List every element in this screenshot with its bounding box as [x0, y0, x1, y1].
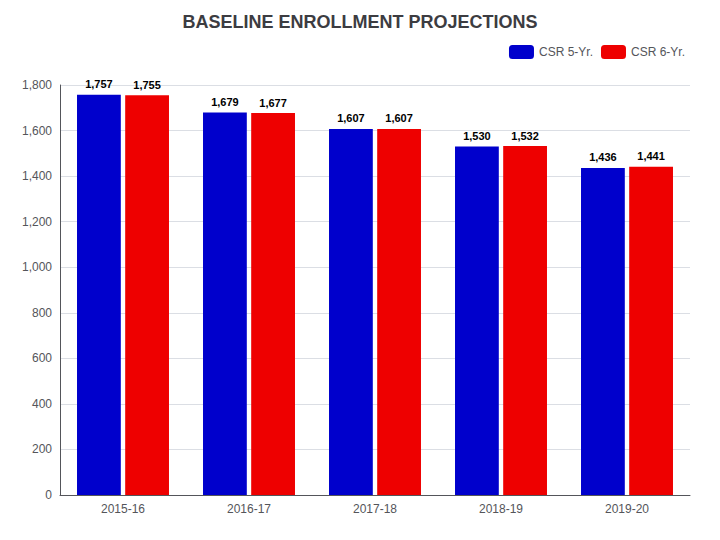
svg-text:2019-20: 2019-20: [605, 502, 649, 516]
svg-text:1,600: 1,600: [22, 124, 52, 138]
svg-text:1,530: 1,530: [463, 130, 491, 142]
svg-text:CSR 5-Yr.: CSR 5-Yr.: [539, 45, 593, 59]
svg-text:2018-19: 2018-19: [479, 502, 523, 516]
svg-text:2015-16: 2015-16: [101, 502, 145, 516]
svg-text:1,757: 1,757: [85, 78, 113, 90]
svg-text:2016-17: 2016-17: [227, 502, 271, 516]
svg-text:1,607: 1,607: [337, 112, 365, 124]
svg-text:1,755: 1,755: [133, 79, 161, 91]
svg-text:1,000: 1,000: [22, 260, 52, 274]
svg-text:1,677: 1,677: [259, 97, 287, 109]
svg-text:BASELINE ENROLLMENT PROJECTION: BASELINE ENROLLMENT PROJECTIONS: [182, 12, 537, 32]
svg-text:CSR 6-Yr.: CSR 6-Yr.: [631, 45, 685, 59]
svg-text:2017-18: 2017-18: [353, 502, 397, 516]
svg-text:1,532: 1,532: [511, 130, 539, 142]
svg-text:200: 200: [32, 442, 52, 456]
svg-text:1,200: 1,200: [22, 215, 52, 229]
svg-text:0: 0: [45, 488, 52, 502]
svg-text:400: 400: [32, 397, 52, 411]
svg-text:800: 800: [32, 306, 52, 320]
svg-text:600: 600: [32, 351, 52, 365]
svg-text:1,400: 1,400: [22, 169, 52, 183]
svg-text:1,607: 1,607: [385, 112, 413, 124]
svg-text:1,436: 1,436: [589, 151, 617, 163]
svg-text:1,800: 1,800: [22, 78, 52, 92]
svg-text:1,679: 1,679: [211, 96, 239, 108]
svg-text:1,441: 1,441: [637, 150, 665, 162]
